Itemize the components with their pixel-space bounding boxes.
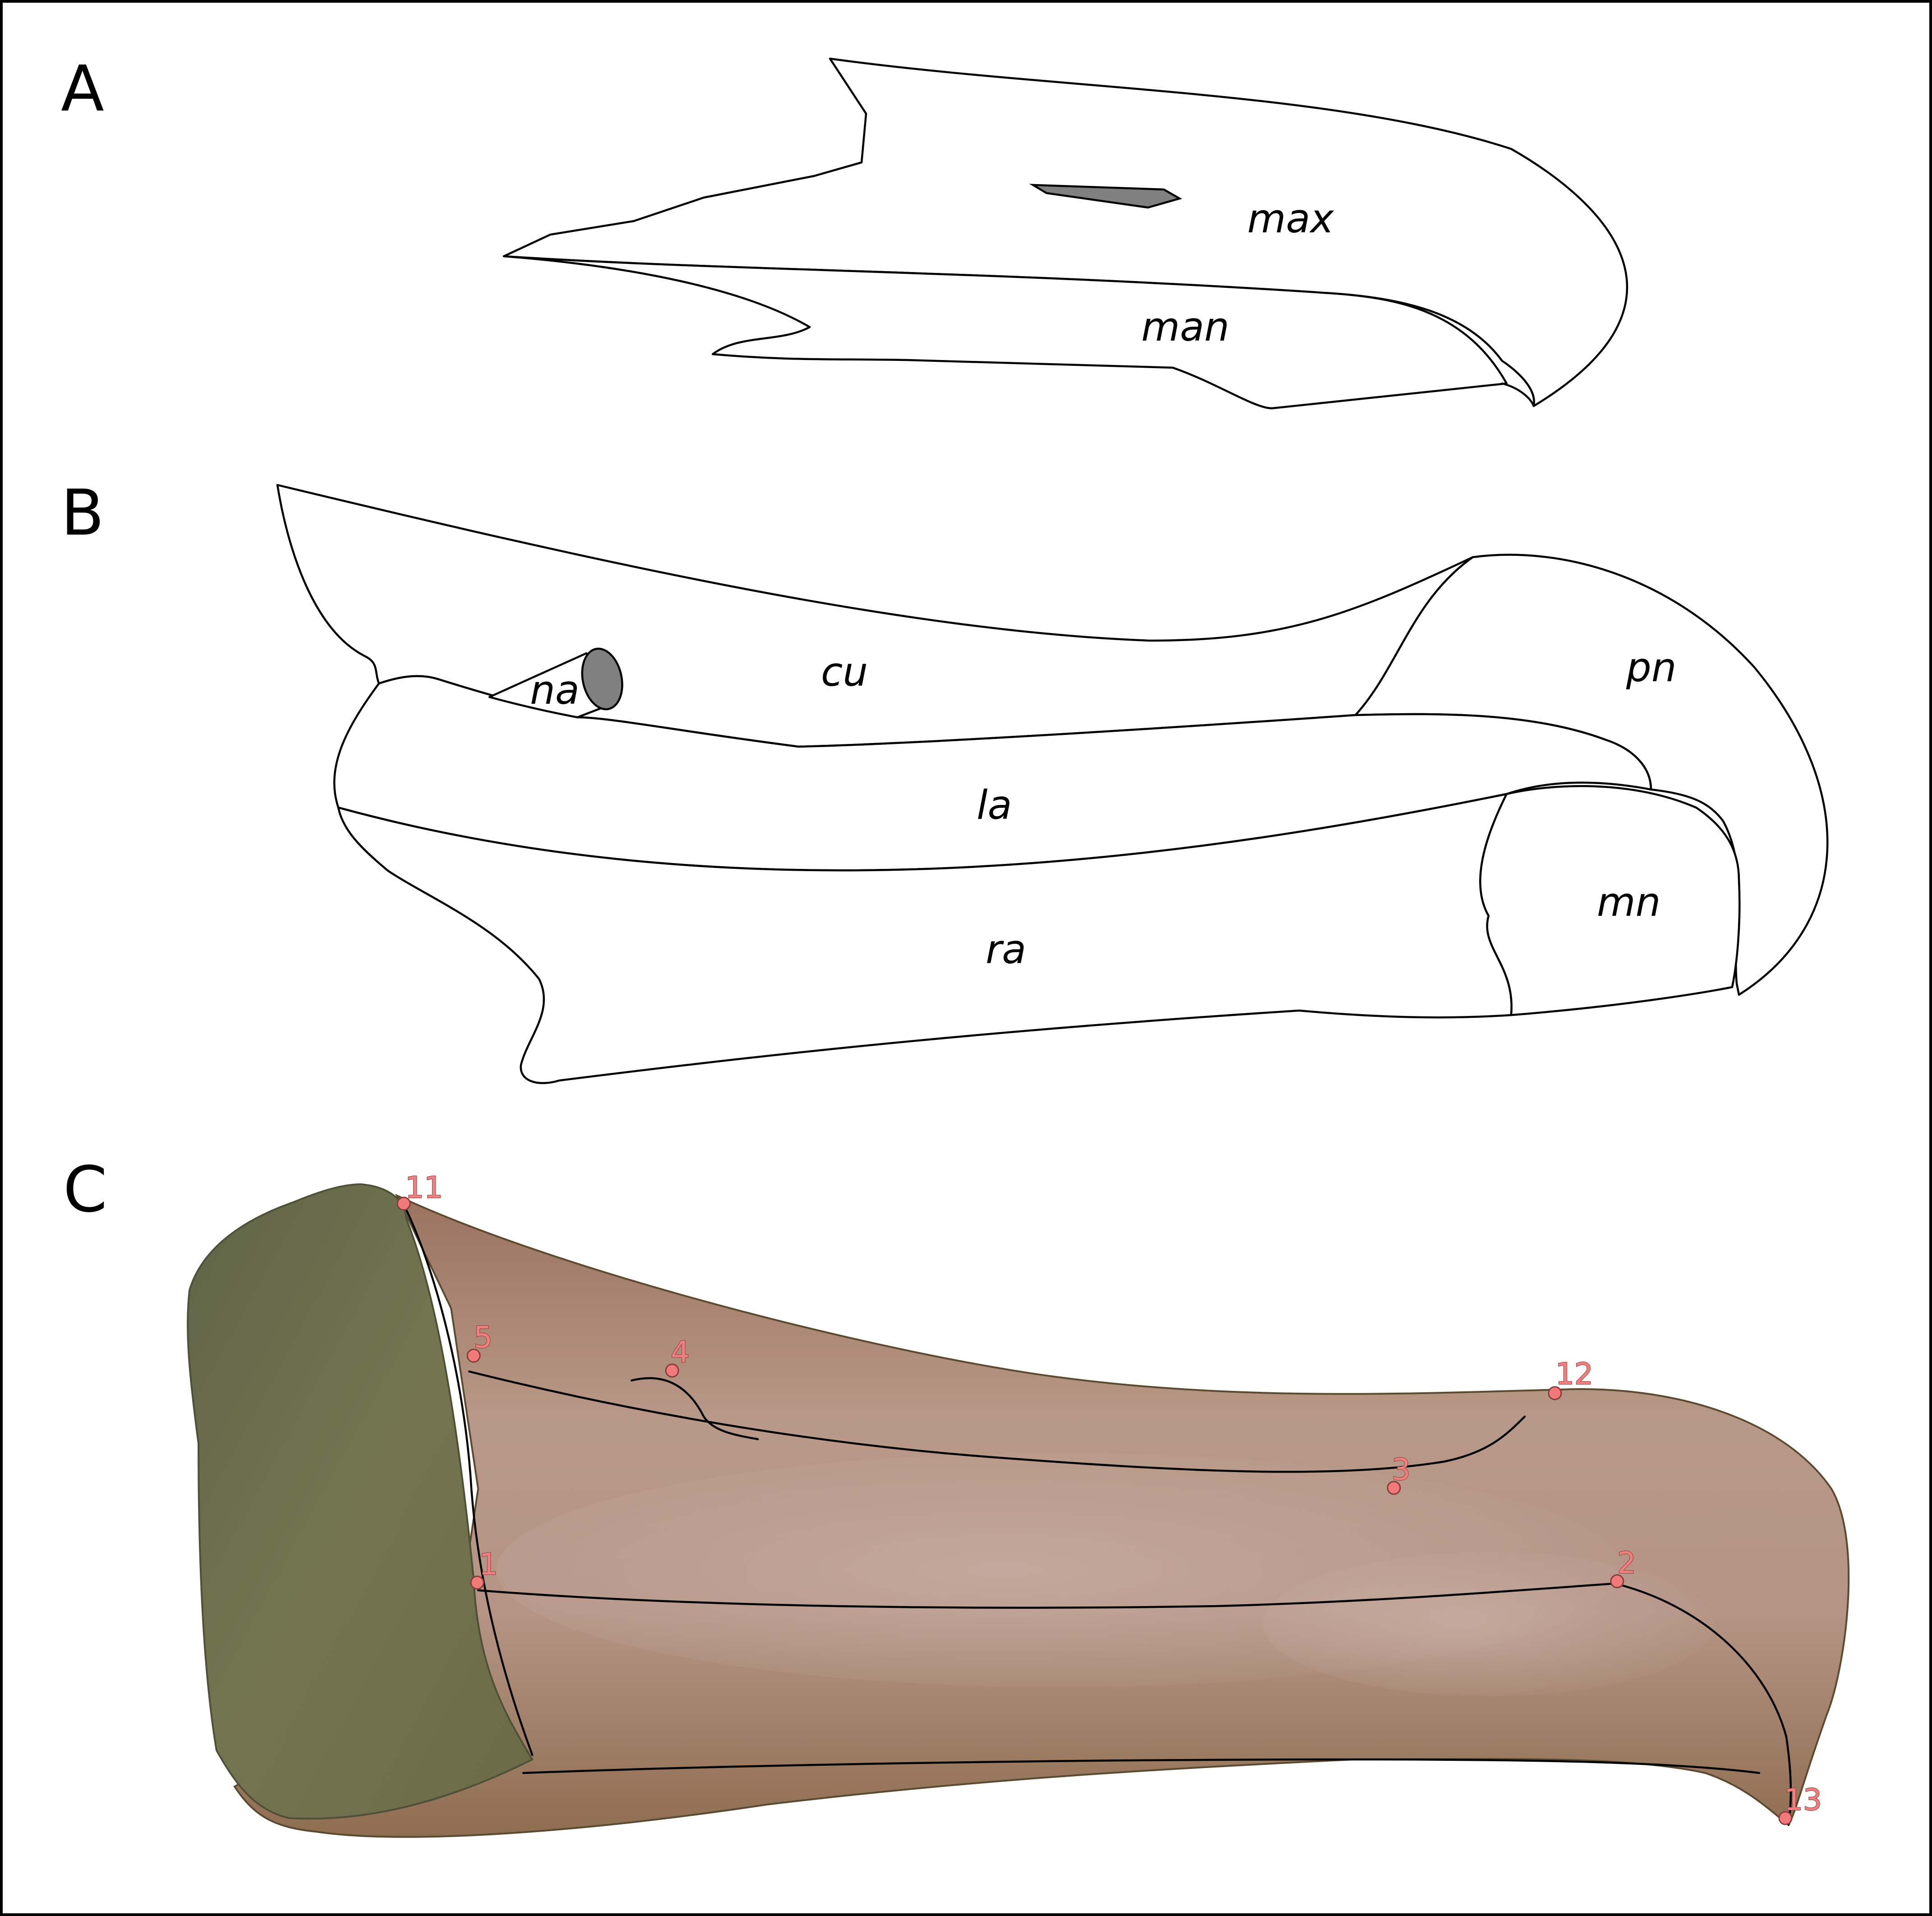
panel-b-mandibular-nail-outline bbox=[1479, 785, 1741, 1016]
panel-c: C 1 2 3 4 bbox=[63, 1153, 1850, 1838]
panel-a-label-max: max bbox=[1247, 195, 1334, 242]
panel-b-nostril bbox=[581, 647, 623, 711]
panel-c-head-groove bbox=[402, 1203, 534, 1756]
panel-c-nostril-crease bbox=[630, 1377, 759, 1440]
panel-c-landmark-13: 13 bbox=[1778, 1782, 1822, 1825]
panel-b-nasal-area bbox=[488, 652, 608, 719]
svg-text:12: 12 bbox=[1555, 1357, 1593, 1391]
panel-c-landmark-12: 12 bbox=[1548, 1356, 1594, 1400]
panel-b-label-pn: pn bbox=[1626, 644, 1677, 691]
panel-a-nostril bbox=[1029, 184, 1182, 209]
panel-c-nail-boundary bbox=[1614, 1582, 1792, 1826]
panel-b-label-cu: cu bbox=[821, 649, 868, 695]
svg-text:11: 11 bbox=[405, 1170, 443, 1205]
panel-b-label-mn: mn bbox=[1597, 879, 1661, 925]
panel-a-letter: A bbox=[61, 52, 104, 126]
panel-c-landmark-4: 4 bbox=[665, 1334, 690, 1378]
panel-c-lower-ridge bbox=[522, 1758, 1761, 1774]
svg-text:5: 5 bbox=[474, 1320, 493, 1355]
svg-text:13: 13 bbox=[1784, 1782, 1822, 1817]
panel-c-landmark-1: 1 bbox=[470, 1547, 498, 1590]
svg-text:2: 2 bbox=[1617, 1546, 1636, 1580]
panel-b-ramus-outline bbox=[337, 793, 1513, 1085]
panel-a-tip-line bbox=[1501, 382, 1535, 407]
panel-c-body-highlight-2 bbox=[1263, 1552, 1714, 1696]
svg-text:1: 1 bbox=[479, 1547, 498, 1582]
panel-a-label-man: man bbox=[1141, 304, 1229, 350]
panel-b-letter: B bbox=[61, 476, 104, 550]
panel-c-landmark-5: 5 bbox=[466, 1320, 493, 1363]
svg-text:4: 4 bbox=[671, 1335, 690, 1370]
panel-c-tomial-groove bbox=[477, 1582, 1616, 1609]
panel-a-mandible-outline bbox=[503, 255, 1508, 410]
panel-a: A max man bbox=[61, 52, 1628, 410]
panel-c-head-region bbox=[187, 1183, 534, 1820]
panel-c-landmark-2: 2 bbox=[1610, 1545, 1637, 1588]
panel-b-label-la: la bbox=[977, 782, 1012, 828]
panel-c-letter: C bbox=[63, 1153, 107, 1227]
panel-b-label-ra: ra bbox=[986, 926, 1026, 973]
svg-text:3: 3 bbox=[1392, 1452, 1411, 1487]
panel-c-culmen-ridge bbox=[468, 1370, 1526, 1473]
panel-b-label-na: na bbox=[530, 667, 580, 713]
panel-c-landmark-11: 11 bbox=[397, 1170, 443, 1211]
panel-c-landmark-3: 3 bbox=[1387, 1452, 1411, 1495]
panel-b: B cu na pn la mn ra bbox=[61, 476, 1829, 1085]
